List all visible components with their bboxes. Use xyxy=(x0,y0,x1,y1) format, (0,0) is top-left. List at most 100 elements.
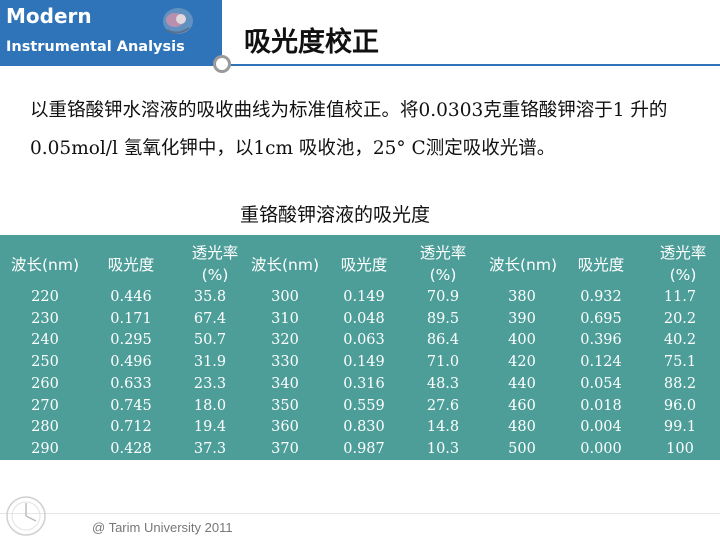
table-cell: 0.000 xyxy=(580,440,622,457)
brand-title: Modern xyxy=(6,4,92,28)
column-transmittance-1: 35.8 67.4 50.7 31.9 23.3 18.0 19.4 37.3 xyxy=(185,287,235,461)
table-cell: 71.0 xyxy=(426,354,460,371)
header-transmittance-unit: (%) xyxy=(669,266,697,284)
table-cell: 0.149 xyxy=(343,289,385,305)
header-wavelength-1: 波长(nm) xyxy=(10,256,80,274)
column-transmittance-2: 70.9 89.5 86.4 71.0 48.3 27.6 14.8 10.3 xyxy=(418,287,468,461)
table-cell: 220 xyxy=(31,289,59,305)
table-cell: 89.5 xyxy=(426,310,460,327)
table-cell: 40.2 xyxy=(663,332,697,349)
table-cell: 380 xyxy=(508,289,536,305)
table-cell: 23.3 xyxy=(193,375,227,392)
table-cell: 99.1 xyxy=(663,419,697,436)
table-cell: 67.4 xyxy=(193,310,227,327)
header-transmittance-unit: (%) xyxy=(201,266,229,284)
table-cell: 37.3 xyxy=(193,440,227,457)
header-divider xyxy=(0,64,720,66)
clock-icon xyxy=(6,496,46,536)
table-cell: 35.8 xyxy=(193,289,227,305)
table-cell: 0.171 xyxy=(110,310,152,327)
table-cell: 240 xyxy=(31,332,59,349)
table-cell: 0.633 xyxy=(110,375,152,392)
brand-subtitle: Instrumental Analysis xyxy=(6,39,185,55)
table-cell: 460 xyxy=(508,397,536,414)
table-cell: 0.295 xyxy=(110,332,152,349)
table-cell: 14.8 xyxy=(426,419,460,436)
header-absorbance-1: 吸光度 xyxy=(107,256,155,274)
table-cell: 50.7 xyxy=(193,332,227,349)
table-cell: 360 xyxy=(271,419,299,436)
table-cell: 370 xyxy=(271,440,299,457)
table-cell: 260 xyxy=(31,375,59,392)
column-wavelength-3: 380 390 400 420 440 460 480 500 xyxy=(492,287,552,461)
table-cell: 100 xyxy=(666,440,694,457)
table-cell: 310 xyxy=(271,310,299,327)
column-wavelength-1: 220 230 240 250 260 270 280 290 xyxy=(15,287,75,461)
table-cell: 0.496 xyxy=(110,354,152,371)
header-transmittance-2: 透光率 (%) xyxy=(410,242,476,286)
column-absorbance-2: 0.149 0.048 0.063 0.149 0.316 0.559 0.83… xyxy=(333,287,395,461)
table-cell: 440 xyxy=(508,375,536,392)
table-cell: 330 xyxy=(271,354,299,371)
table-cell: 270 xyxy=(31,397,59,414)
intro-paragraph: 以重铬酸钾水溶液的吸收曲线为标准值校正。将0.0303克重铬酸钾溶于1 升的0.… xyxy=(30,100,668,159)
table-cell: 48.3 xyxy=(426,375,460,392)
ring-icon xyxy=(213,55,231,73)
header-transmittance-label: 透光率 xyxy=(659,244,707,262)
table-cell: 11.7 xyxy=(663,289,697,305)
table-cell: 88.2 xyxy=(663,375,697,392)
table-cell: 0.018 xyxy=(580,397,622,414)
table-cell: 250 xyxy=(31,354,59,371)
table-cell: 340 xyxy=(271,375,299,392)
table-cell: 0.428 xyxy=(110,440,152,457)
table-cell: 20.2 xyxy=(663,310,697,327)
table-cell: 290 xyxy=(31,440,59,457)
table-cell: 0.124 xyxy=(580,354,622,371)
table-cell: 480 xyxy=(508,419,536,436)
table-cell: 300 xyxy=(271,289,299,305)
header-wavelength-3: 波长(nm) xyxy=(488,256,558,274)
table-cell: 0.830 xyxy=(343,419,385,436)
table-cell: 320 xyxy=(271,332,299,349)
table-caption: 重铬酸钾溶液的吸光度 xyxy=(240,204,431,226)
header-transmittance-label: 透光率 xyxy=(419,244,467,262)
column-wavelength-2: 300 310 320 330 340 350 360 370 xyxy=(255,287,315,461)
table-cell: 390 xyxy=(508,310,536,327)
table-cell: 0.149 xyxy=(343,354,385,371)
table-cell: 0.932 xyxy=(580,289,622,305)
table-cell: 0.396 xyxy=(580,332,622,349)
header-transmittance-label: 透光率 xyxy=(191,244,239,262)
table-cell: 70.9 xyxy=(426,289,460,305)
table-cell: 0.695 xyxy=(580,310,622,327)
table-cell: 0.063 xyxy=(343,332,385,349)
table-cell: 75.1 xyxy=(663,354,697,371)
table-cell: 0.048 xyxy=(343,310,385,327)
absorbance-table xyxy=(0,235,720,460)
logo-icon xyxy=(163,8,193,34)
table-cell: 0.316 xyxy=(343,375,385,392)
footer-text: @ Tarim University 2011 xyxy=(92,520,233,535)
table-cell: 96.0 xyxy=(663,397,697,414)
column-absorbance-1: 0.446 0.171 0.295 0.496 0.633 0.745 0.71… xyxy=(100,287,162,461)
table-cell: 0.054 xyxy=(580,375,622,392)
table-cell: 350 xyxy=(271,397,299,414)
table-cell: 18.0 xyxy=(193,397,227,414)
header-absorbance-2: 吸光度 xyxy=(340,256,388,274)
header-transmittance-unit: (%) xyxy=(429,266,457,284)
table-cell: 27.6 xyxy=(426,397,460,414)
slide-title: 吸光度校正 xyxy=(244,27,379,58)
table-cell: 420 xyxy=(508,354,536,371)
table-cell: 0.712 xyxy=(110,419,152,436)
table-cell: 10.3 xyxy=(426,440,460,457)
table-cell: 86.4 xyxy=(426,332,460,349)
header-transmittance-3: 透光率 (%) xyxy=(650,242,716,286)
table-cell: 31.9 xyxy=(193,354,227,371)
table-cell: 500 xyxy=(508,440,536,457)
footer-divider xyxy=(0,513,720,514)
table-cell: 0.004 xyxy=(580,419,622,436)
table-cell: 280 xyxy=(31,419,59,436)
table-cell: 0.446 xyxy=(110,289,152,305)
table-cell: 0.559 xyxy=(343,397,385,414)
table-cell: 0.745 xyxy=(110,397,152,414)
header-absorbance-3: 吸光度 xyxy=(577,256,625,274)
